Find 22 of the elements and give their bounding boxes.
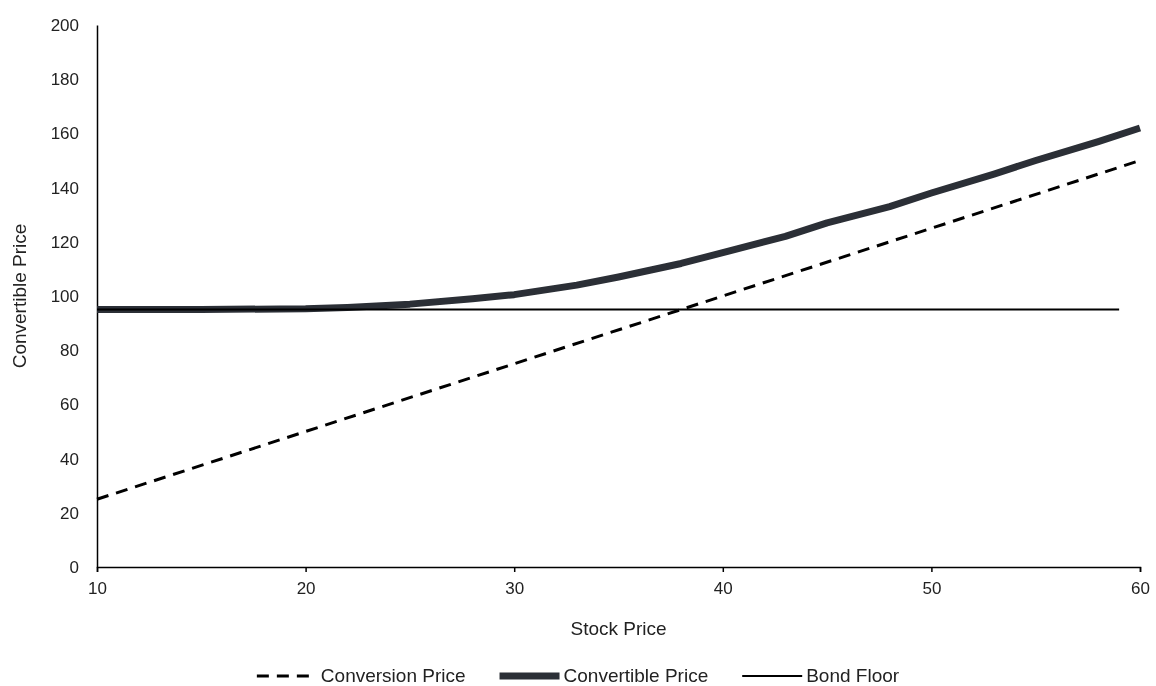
y-tick-label: 200 [50, 15, 79, 35]
y-tick-label: 140 [50, 178, 79, 198]
x-axis-title: Stock Price [570, 618, 667, 639]
legend-label: Conversion Price [320, 665, 466, 686]
y-tick-label: 100 [50, 286, 79, 306]
y-tick-label: 180 [50, 70, 79, 90]
y-tick-label: 80 [60, 341, 79, 361]
y-tick-label: 120 [50, 232, 79, 252]
x-tick-label: 60 [1131, 578, 1150, 598]
x-tick-label: 20 [296, 578, 316, 598]
legend-label: Bond Floor [806, 665, 900, 686]
y-tick-label: 0 [69, 557, 79, 577]
y-axis-title: Convertible Price [9, 223, 30, 369]
x-tick-label: 40 [713, 578, 733, 598]
legend-label: Convertible Price [563, 665, 709, 686]
x-tick-label: 30 [505, 578, 525, 598]
x-tick-label: 50 [922, 578, 942, 598]
y-tick-label: 20 [60, 503, 79, 523]
x-tick-label: 10 [88, 578, 107, 598]
y-tick-label: 40 [60, 449, 79, 469]
y-tick-label: 60 [60, 395, 79, 415]
y-tick-label: 160 [50, 124, 79, 144]
